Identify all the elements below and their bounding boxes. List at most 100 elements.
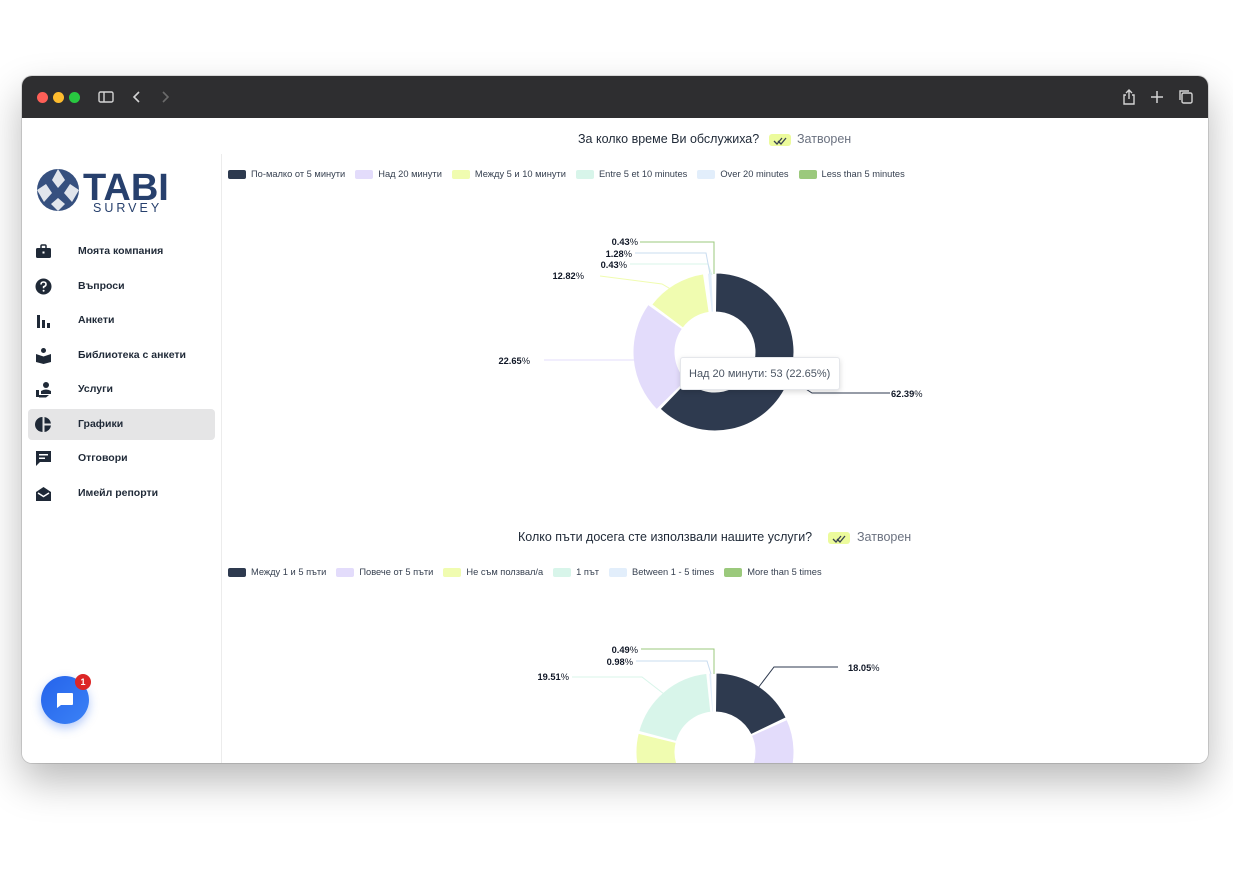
- legend-item[interactable]: More than 5 times: [724, 567, 822, 577]
- tabs-overview-icon[interactable]: [1176, 87, 1196, 107]
- donut-slice[interactable]: [729, 718, 795, 763]
- donut-slice[interactable]: [713, 672, 716, 713]
- svg-text:22.65%: 22.65%: [498, 356, 530, 366]
- back-arrow-icon[interactable]: [127, 87, 147, 107]
- page-content: TABI SURVEY Моята компания Въпроси Анкети Б…: [22, 118, 1208, 763]
- legend-swatch: [228, 169, 246, 179]
- svg-text:0.98%: 0.98%: [607, 657, 633, 667]
- legend-label: Entre 5 et 10 minutes: [598, 169, 688, 179]
- tabi-survey-logo: TABI SURVEY: [37, 168, 169, 214]
- donut-slice[interactable]: [706, 272, 714, 313]
- legend-item[interactable]: Over 20 minutes: [697, 169, 789, 179]
- legend-swatch: [443, 567, 462, 577]
- minimize-window-button[interactable]: [53, 92, 64, 103]
- legend-label: По-малко от 5 минути: [251, 169, 346, 179]
- legend-item[interactable]: Less than 5 minutes: [798, 169, 905, 179]
- slice-value-label: 0.98%: [607, 657, 712, 675]
- close-window-button[interactable]: [37, 92, 48, 103]
- legend-item[interactable]: Над 20 минути: [355, 169, 442, 179]
- chart-1-legend: По-малко от 5 минути Над 20 минути Между 5…: [228, 167, 915, 181]
- legend-item[interactable]: Повече от 5 пъти: [336, 567, 433, 577]
- sidebar-item-hand-service[interactable]: Услуги: [28, 374, 215, 405]
- legend-item[interactable]: По-малко от 5 минути: [228, 169, 345, 179]
- slice-value-label: 0.43%: [601, 260, 713, 276]
- legend-item[interactable]: Между 5 и 10 минути: [451, 169, 566, 179]
- donut-slice[interactable]: [708, 672, 714, 713]
- browser-window: TABI SURVEY Моята компания Въпроси Анкети Б…: [22, 76, 1208, 763]
- legend-swatch: [697, 169, 716, 179]
- legend-label: Между 5 и 10 минути: [474, 169, 566, 179]
- donut-slice[interactable]: [632, 303, 688, 411]
- svg-text:TABI: TABI: [83, 168, 169, 209]
- legend-item[interactable]: Не съм ползвал/а: [443, 567, 543, 577]
- chart-1-status: Затворен: [797, 132, 852, 146]
- legend-label: Между 1 и 5 пъти: [251, 567, 327, 577]
- legend-swatch: [336, 567, 355, 577]
- sidebar-item-pie-chart[interactable]: Графики: [28, 408, 215, 440]
- chart-1-tooltip: Над 20 минути: 53 (22.65%): [680, 357, 840, 390]
- notification-badge: 1: [75, 674, 91, 690]
- legend-item[interactable]: Между 1 и 5 пъти: [228, 567, 326, 577]
- svg-text:18.05%: 18.05%: [848, 663, 880, 673]
- svg-text:62.39%: 62.39%: [891, 389, 923, 399]
- maximize-window-button[interactable]: [69, 92, 80, 103]
- sidebar-item-label: Моята компания: [78, 245, 164, 257]
- book-reader-icon: [36, 347, 51, 364]
- sidebar-item-label: Анкети: [78, 314, 115, 326]
- slice-value-label: 22.65%: [498, 356, 654, 366]
- donut-slice[interactable]: [704, 273, 711, 313]
- donut-slice[interactable]: [714, 672, 787, 736]
- donut-slice[interactable]: [713, 272, 716, 313]
- mail-open-icon: [36, 486, 51, 501]
- slice-value-label: 18.05%: [757, 663, 880, 689]
- sidebar-toggle-icon[interactable]: [96, 87, 116, 107]
- chart-2-legend: Между 1 и 5 пъти Повече от 5 пъти Не съм п…: [228, 565, 832, 579]
- sidebar-item-label: Библиотека с анкети: [78, 348, 186, 361]
- svg-text:19.51%: 19.51%: [537, 672, 569, 682]
- legend-swatch: [798, 169, 817, 179]
- legend-label: Повече от 5 пъти: [359, 567, 434, 577]
- donut-slice[interactable]: [638, 672, 712, 743]
- slice-value-label: 19.51%: [537, 672, 665, 695]
- svg-text:0.43%: 0.43%: [612, 237, 638, 247]
- legend-swatch: [553, 567, 572, 577]
- svg-text:12.82%: 12.82%: [552, 271, 584, 281]
- legend-item[interactable]: Between 1 - 5 times: [609, 567, 714, 577]
- legend-item[interactable]: Entre 5 et 10 minutes: [575, 169, 688, 179]
- svg-text:0.43%: 0.43%: [601, 260, 627, 270]
- sidebar-item-help-circle[interactable]: Въпроси: [28, 271, 215, 302]
- forward-arrow-icon[interactable]: [155, 87, 175, 107]
- chart-1-donut: 62.39%22.65%12.82%0.43%1.28%0.43%: [498, 237, 923, 432]
- new-tab-plus-icon[interactable]: [1147, 87, 1167, 107]
- chart-1-title: За колко време Ви обслужиха?: [578, 132, 760, 146]
- sidebar-item-mail-open[interactable]: Имейл репорти: [28, 478, 215, 509]
- donut-slice[interactable]: [635, 732, 741, 763]
- legend-swatch: [228, 567, 246, 577]
- chart-2-check-icon: [828, 532, 850, 544]
- legend-item[interactable]: 1 път: [553, 567, 599, 577]
- sidebar-item-message[interactable]: Отговори: [28, 443, 215, 474]
- legend-label: Between 1 - 5 times: [632, 567, 715, 577]
- sidebar-item-briefcase[interactable]: Моята компания: [28, 236, 215, 267]
- sidebar: TABI SURVEY Моята компания Въпроси Анкети Б…: [22, 118, 221, 763]
- svg-text:1.28%: 1.28%: [606, 249, 632, 259]
- svg-text:SURVEY: SURVEY: [93, 201, 162, 214]
- bar-chart-icon: [37, 315, 50, 328]
- hand-service-icon: [36, 382, 51, 398]
- chat-bubble-icon: [57, 693, 73, 708]
- sidebar-item-bar-chart[interactable]: Анкети: [28, 305, 215, 336]
- sidebar-item-book-reader[interactable]: Библиотека с анкети: [28, 340, 215, 371]
- chart-2-donut: 18.05% 19.51% 0.98% 0.49%: [537, 645, 880, 763]
- legend-swatch: [609, 567, 628, 577]
- legend-label: Less than 5 minutes: [821, 169, 905, 179]
- share-icon[interactable]: [1119, 87, 1139, 107]
- donut-slice[interactable]: [651, 273, 710, 329]
- legend-label: Над 20 минути: [378, 169, 442, 179]
- legend-swatch: [724, 567, 743, 577]
- legend-swatch: [451, 169, 470, 179]
- donut-slice[interactable]: [659, 272, 795, 432]
- pie-chart-icon: [35, 416, 51, 432]
- slice-value-label: 0.49%: [612, 645, 715, 674]
- title-bar: [22, 76, 1208, 118]
- slice-value-label: 0.43%: [612, 237, 715, 274]
